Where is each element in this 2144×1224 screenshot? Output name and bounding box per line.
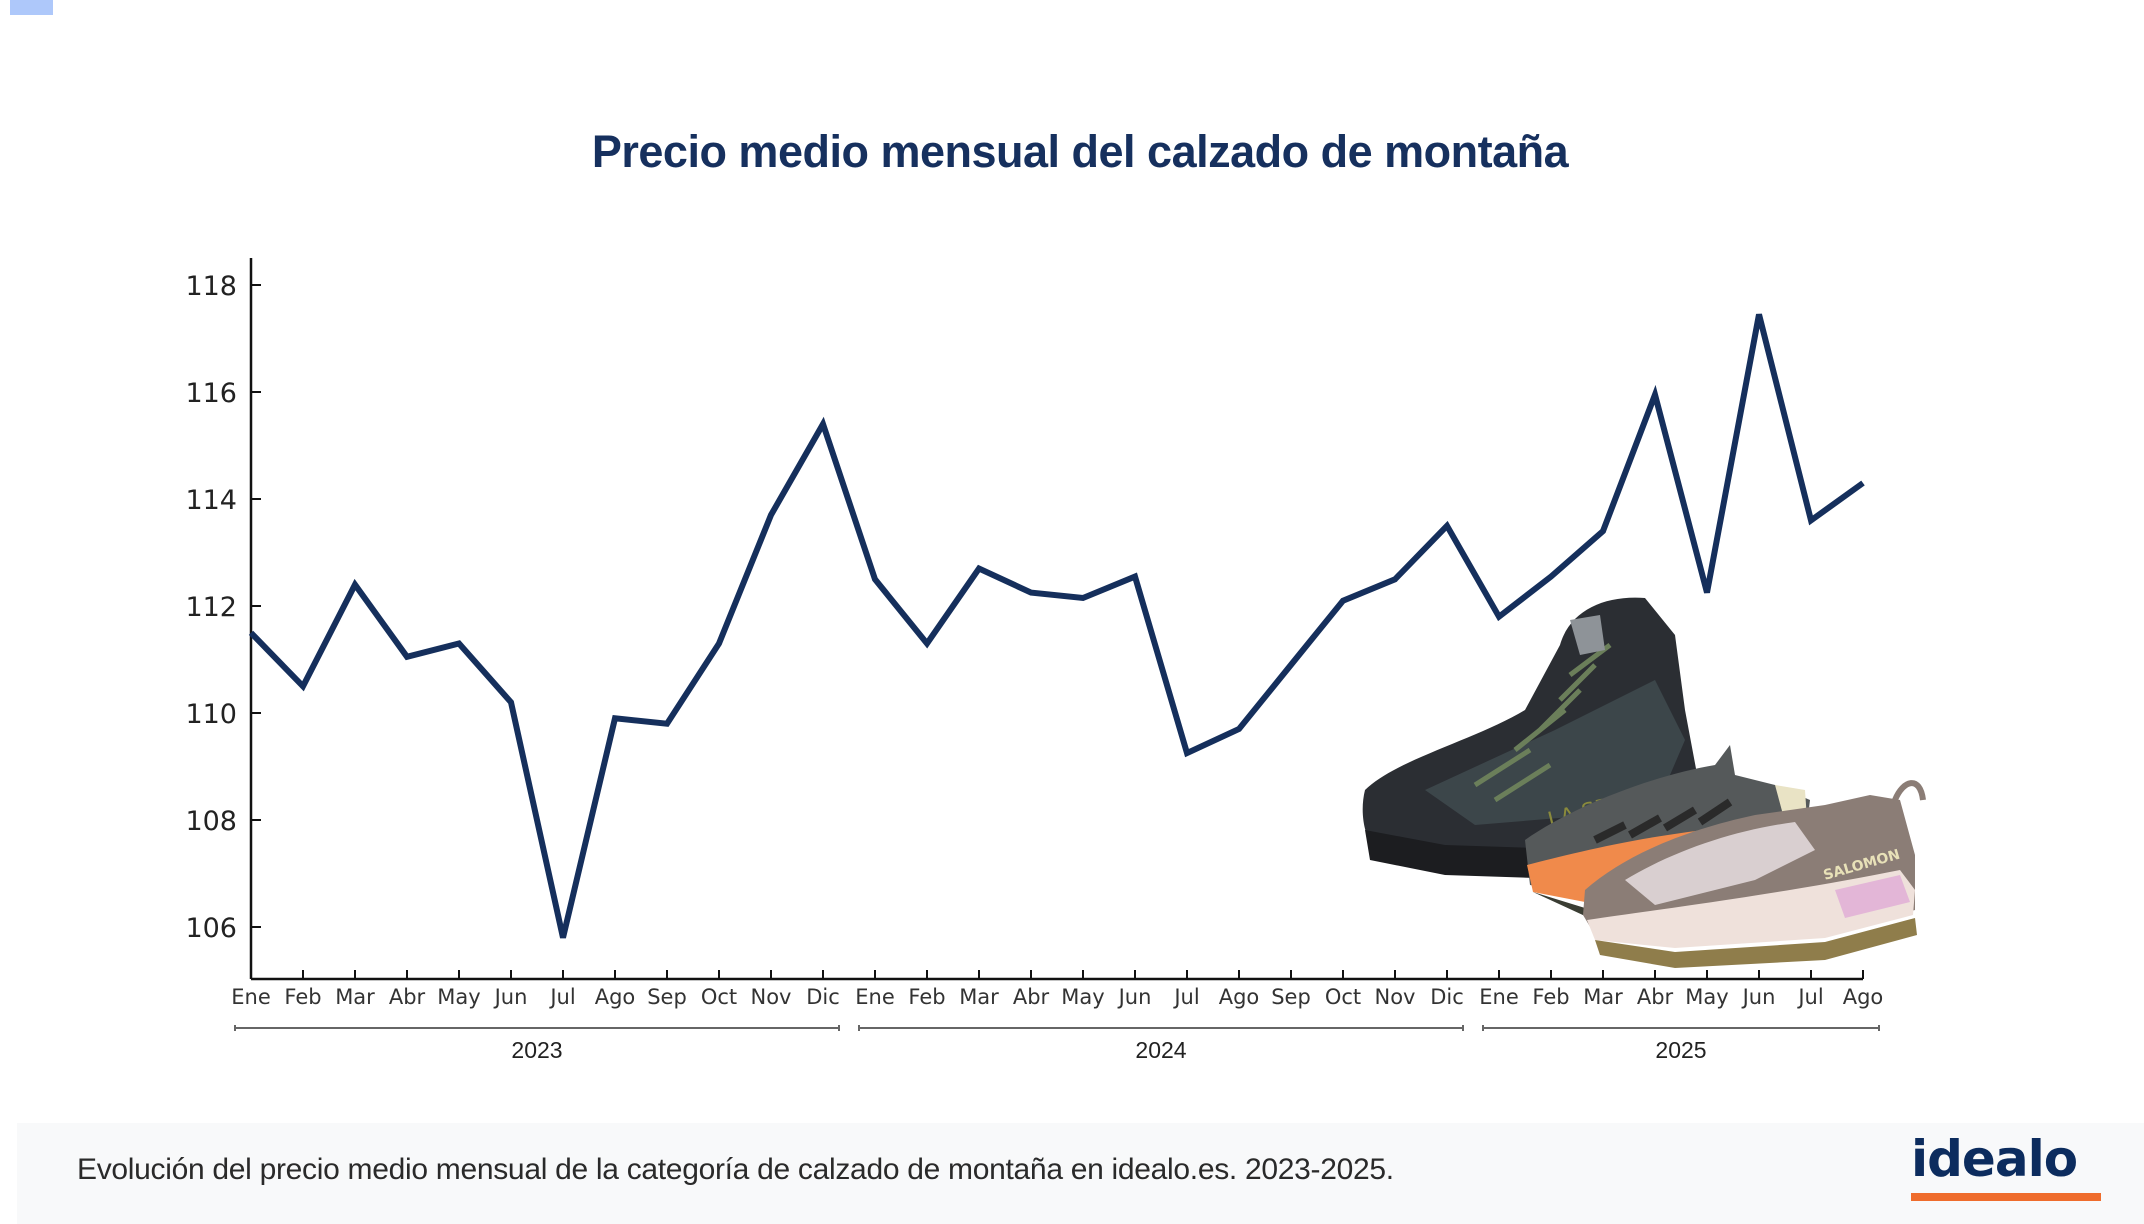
x-tick-label: Jul [548,985,575,1009]
logo-underline [1911,1193,2101,1201]
x-tick-label: Sep [1271,985,1311,1009]
x-tick-label: Nov [1375,985,1416,1009]
line-chart: 106 108 110 112 114 116 118 Ene Feb Mar Abr May Jun… [185,258,1883,1063]
x-tick-label: Jun [1741,985,1776,1009]
x-tick-label: Jul [1172,985,1199,1009]
chart-axes [249,258,1863,981]
chart-caption: Evolución del precio medio mensual de la… [77,1153,1394,1186]
year-label: 2023 [511,1037,562,1063]
x-tick-label: Oct [701,985,737,1009]
x-tick-label: Ago [1843,985,1884,1009]
x-axis-ticks: Ene Feb Mar Abr May Jun Jul Ago Sep Oct Nov Dic Ene F… [231,970,1883,1009]
x-tick-label: Mar [335,985,375,1009]
y-tick-label: 114 [185,485,237,516]
x-tick-label: Mar [959,985,999,1009]
salomon-shoe-icon: SALOMON [1583,780,1926,968]
y-tick-label: 108 [185,806,237,837]
year-label: 2024 [1135,1037,1186,1063]
x-tick-label: Ene [855,985,895,1009]
x-tick-label: Ago [1219,985,1260,1009]
x-tick-label: May [1685,985,1728,1009]
x-tick-label: Ene [1479,985,1519,1009]
y-tick-label: 112 [185,592,237,623]
x-tick-label: Abr [389,985,426,1009]
x-tick-label: Jul [1796,985,1823,1009]
x-tick-label: Dic [1430,985,1464,1009]
x-tick-label: Sep [647,985,687,1009]
x-tick-label: Feb [908,985,945,1009]
y-tick-label: 118 [185,271,237,302]
y-axis-ticks: 106 108 110 112 114 116 118 [185,271,261,944]
y-tick-label: 110 [185,699,237,730]
x-tick-label: Feb [284,985,321,1009]
x-tick-label: Ago [595,985,636,1009]
idealo-logo: idealo [1911,1131,2111,1211]
y-tick-label: 106 [185,913,237,944]
price-line [248,313,1865,939]
x-tick-label: Oct [1325,985,1361,1009]
x-tick-label: Abr [1013,985,1050,1009]
x-tick-label: Dic [806,985,840,1009]
x-tick-label: Nov [751,985,792,1009]
x-tick-label: May [1061,985,1104,1009]
year-brackets: 2023 2024 2025 [234,1025,1880,1063]
logo-wordmark: idealo [1911,1130,2078,1188]
year-label: 2025 [1655,1037,1706,1063]
y-tick-label: 116 [185,378,237,409]
x-tick-label: Mar [1583,985,1623,1009]
x-tick-label: Abr [1637,985,1674,1009]
x-tick-label: Jun [1117,985,1152,1009]
footer-caption-bar: Evolución del precio medio mensual de la… [17,1123,2144,1224]
x-tick-label: Feb [1532,985,1569,1009]
x-tick-label: Ene [231,985,271,1009]
chart-title: Precio medio mensual del calzado de mont… [591,126,1569,177]
x-tick-label: May [437,985,480,1009]
x-tick-label: Jun [493,985,528,1009]
corner-marker [10,0,53,15]
hiking-shoes-image: LA SPORTIVA SALOMON [1362,597,1926,968]
